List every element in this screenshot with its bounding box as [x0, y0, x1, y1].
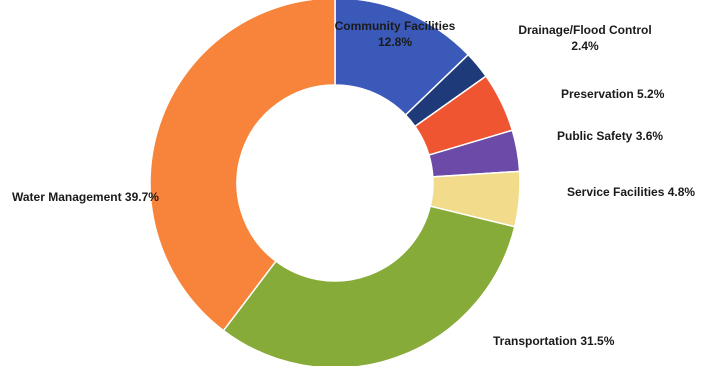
label-public-safety: Public Safety 3.6%: [557, 129, 663, 143]
label-transportation: Transportation 31.5%: [493, 334, 615, 348]
label-drainage-flood-control-value: 2.4%: [571, 39, 599, 53]
label-water-management: Water Management 39.7%: [12, 190, 159, 204]
label-preservation: Preservation 5.2%: [561, 87, 665, 101]
label-community-facilities-value: 12.8%: [378, 35, 412, 49]
label-community-facilities: Community Facilities: [335, 19, 456, 33]
donut-slices: [149, 0, 521, 366]
slice-water-management: [149, 0, 336, 332]
slice-transportation: [222, 205, 516, 366]
label-service-facilities: Service Facilities 4.8%: [567, 185, 695, 199]
label-drainage-flood-control: Drainage/Flood Control: [518, 23, 651, 37]
